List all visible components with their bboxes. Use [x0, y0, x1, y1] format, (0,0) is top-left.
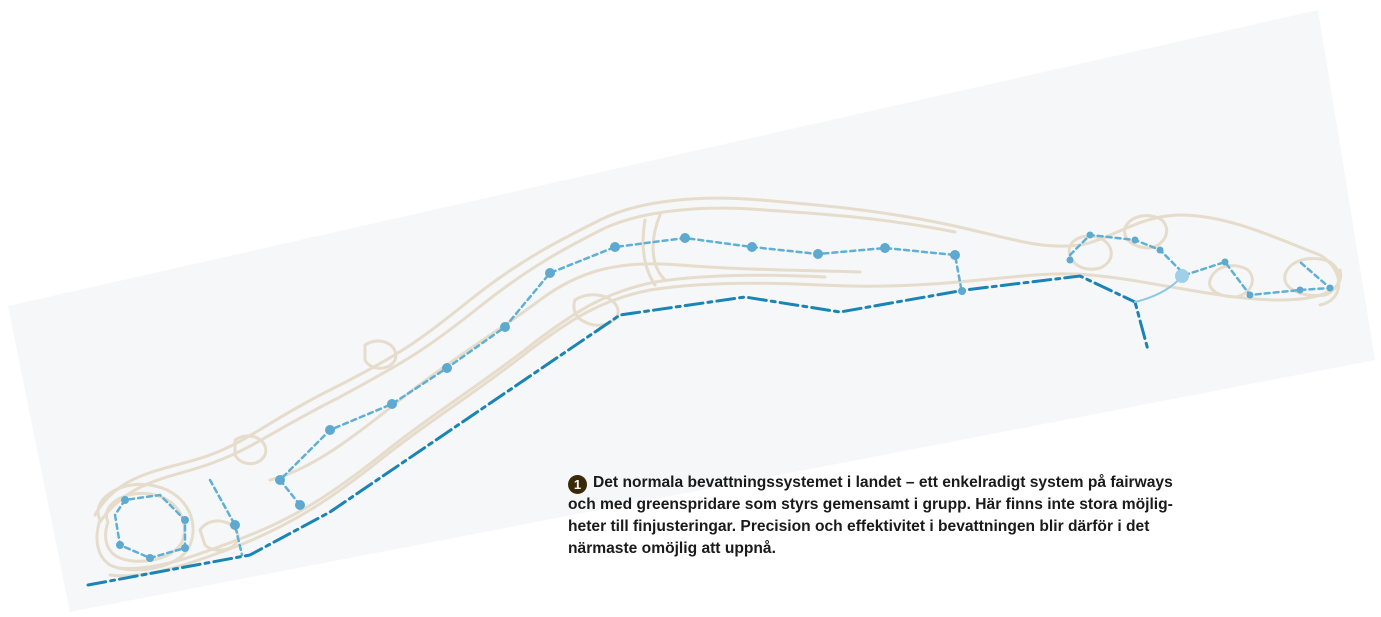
sprinkler [958, 287, 966, 295]
caption-line-4: närmaste omöjlig att uppnå. [568, 540, 776, 557]
sprinkler [500, 322, 510, 332]
sprinkler [545, 268, 555, 278]
sprinkler [181, 516, 189, 524]
sprinkler [1066, 256, 1074, 264]
sprinkler [1131, 236, 1139, 244]
sprinkler [275, 475, 285, 485]
outer-contour-north [93, 196, 1341, 517]
fairway-lateral-pipe [278, 236, 964, 507]
bunker-1 [198, 519, 240, 552]
sprinkler [610, 242, 620, 252]
caption-number-badge: 1 [568, 475, 587, 494]
tee-contour-right-2 [1123, 214, 1169, 250]
sprinkler [121, 496, 129, 504]
sprinklers [116, 231, 1334, 562]
main-pipe-line [86, 274, 1150, 587]
sprinkler [680, 233, 690, 243]
sprinkler [116, 541, 124, 549]
sprinkler [1086, 231, 1094, 239]
outer-contour-south-2 [116, 273, 827, 571]
tee-contour-right-3 [1208, 264, 1254, 299]
sprinkler [747, 242, 757, 252]
sprinkler [146, 554, 154, 562]
bunker-3 [363, 339, 398, 370]
sprinkler [880, 243, 890, 253]
sprinkler [442, 363, 452, 373]
caption-line-1: 1 Det normala bevattningssystemet i lande… [568, 472, 1368, 494]
green-contour-left-2 [104, 491, 186, 563]
lateral-pipes [113, 233, 1334, 560]
fairway-inner-contour [268, 262, 862, 482]
sprinkler [950, 250, 960, 260]
sprinkler [1246, 291, 1254, 299]
sprinkler [1175, 269, 1189, 283]
outer-contour-south [108, 268, 1343, 578]
caption-text-1: Det normala bevattningssystemet i landet… [593, 474, 1173, 491]
bunker-2 [233, 434, 268, 466]
course-outline [93, 196, 1343, 578]
green-contour-left [95, 482, 195, 572]
approach-lateral-pipe [208, 478, 244, 557]
tee-contour-right-4 [1283, 257, 1341, 298]
background-band [8, 10, 1375, 612]
sprinkler [1296, 286, 1304, 294]
sprinkler [1326, 284, 1334, 292]
outer-contour-north-2 [98, 206, 957, 524]
caption-line-3: heter till finjusteringar. Precision och… [568, 518, 1150, 535]
diagram-caption: 1 Det normala bevattningssystemet i lande… [568, 472, 1368, 560]
sprinkler [1221, 258, 1229, 266]
sprinkler [295, 500, 305, 510]
sprinkler [325, 425, 335, 435]
caption-line-2: och med greenspridare som styrs gemensam… [568, 496, 1173, 513]
sprinkler [813, 249, 823, 259]
sprinkler [1156, 246, 1164, 254]
fairway-mid-contour [641, 213, 667, 287]
sprinkler [181, 544, 189, 552]
sprinkler [387, 399, 397, 409]
green-lateral-pipe-left [113, 493, 187, 560]
tee-contour-right-1 [1067, 234, 1113, 271]
sprinkler [230, 520, 240, 530]
tee-lateral-pipe-right [1068, 233, 1334, 297]
